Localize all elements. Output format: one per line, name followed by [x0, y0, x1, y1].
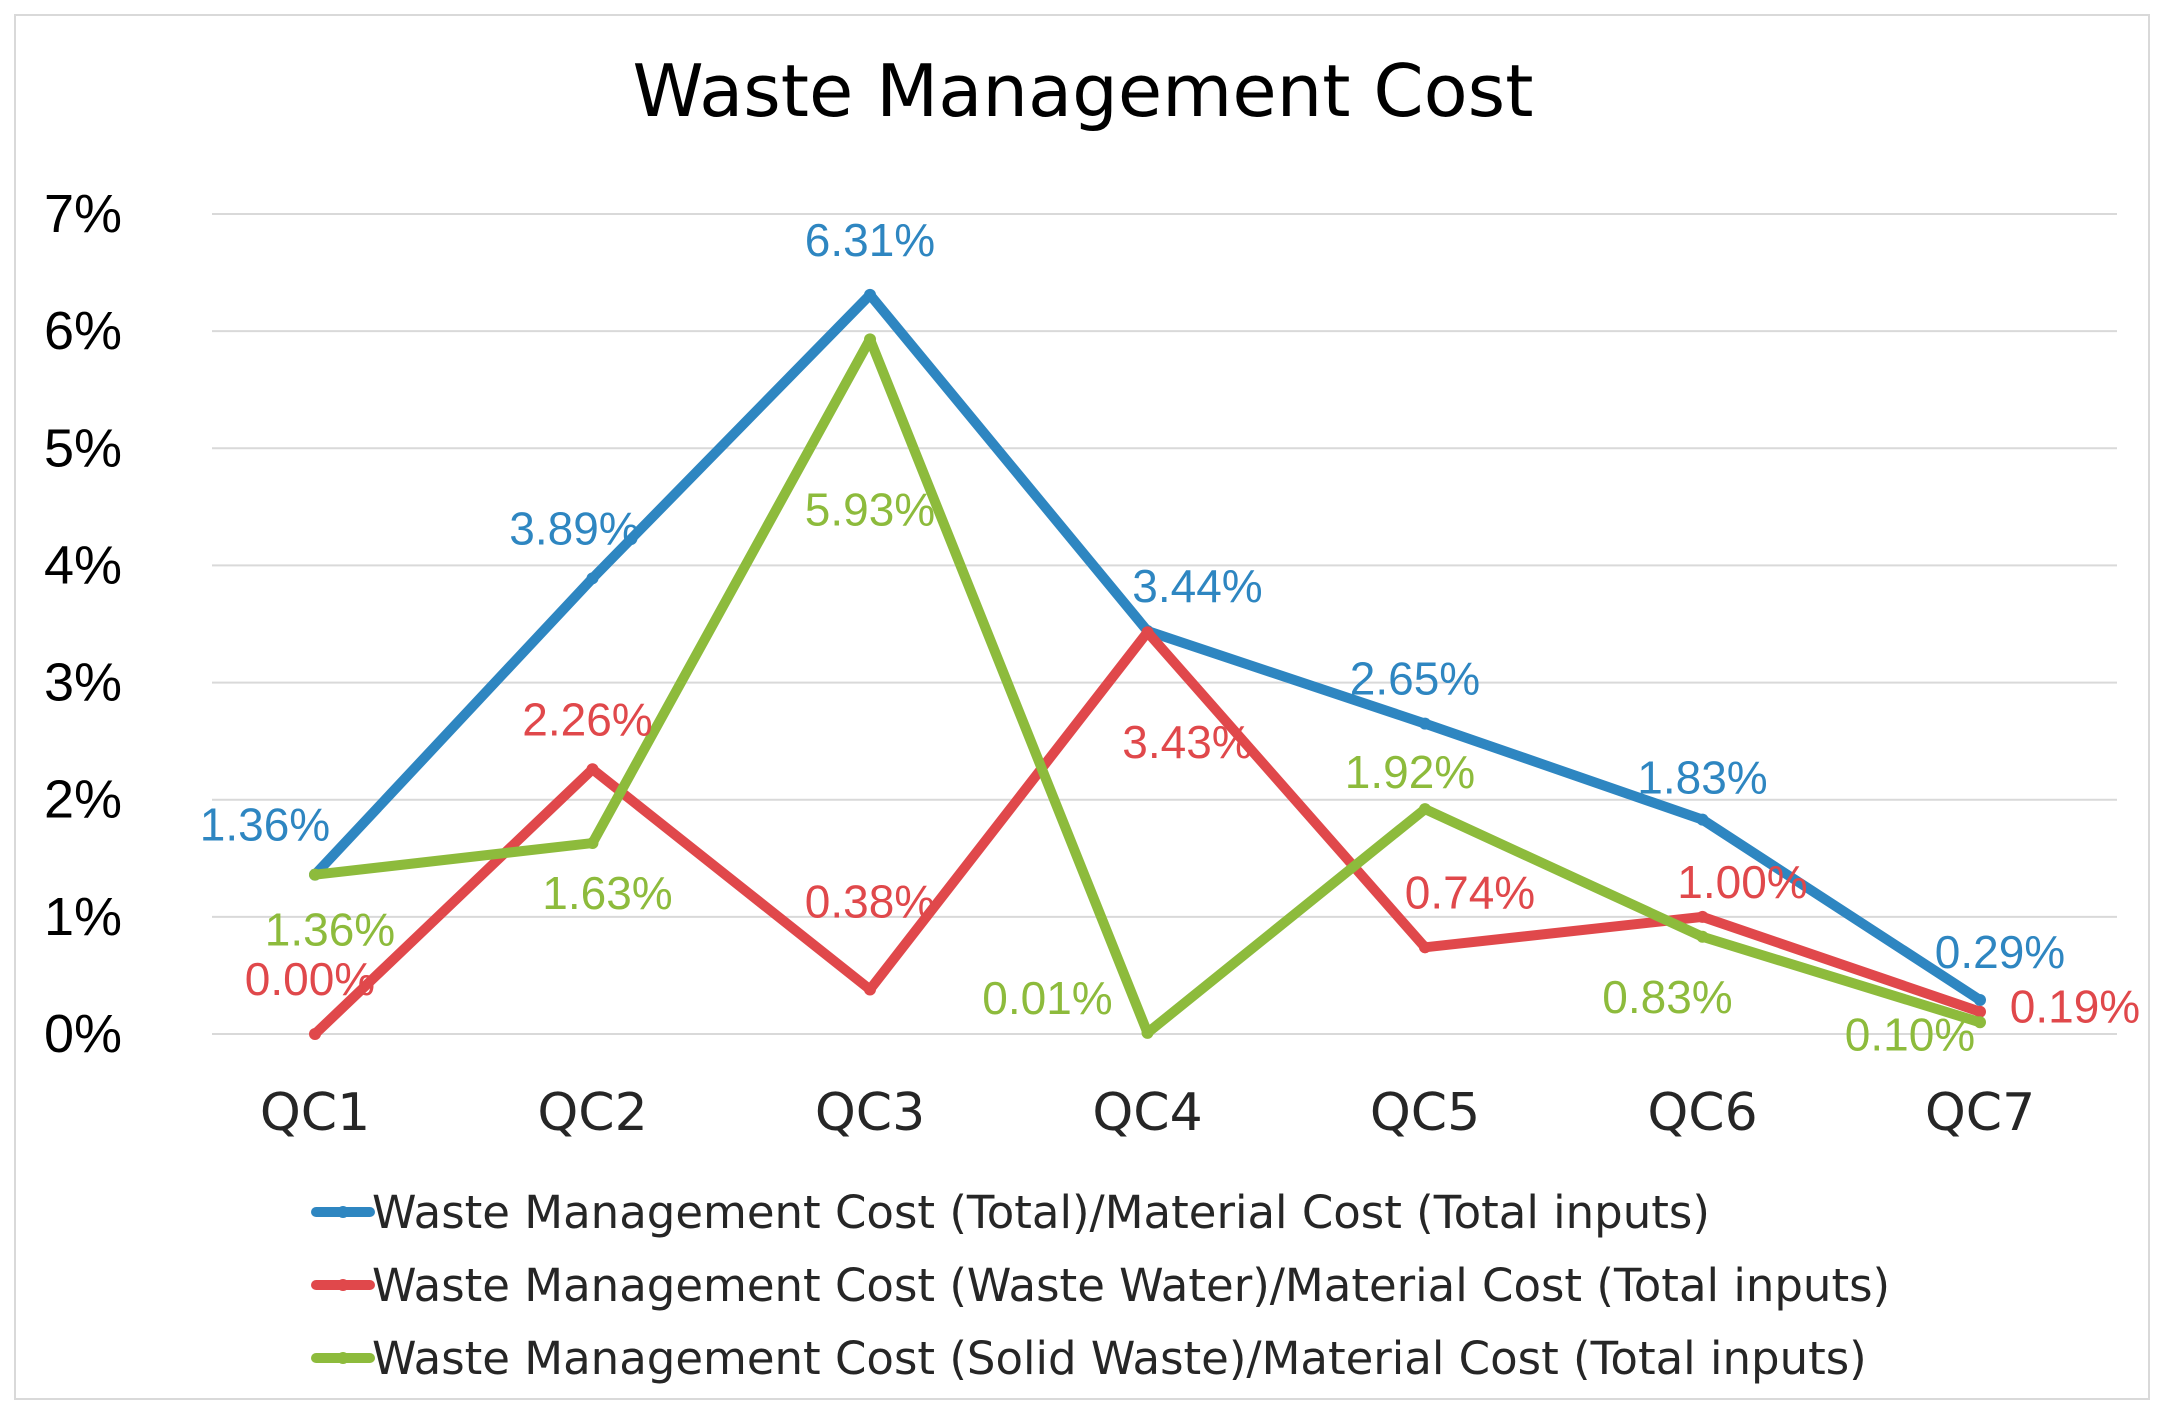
- data-label: 5.93%: [805, 483, 935, 535]
- data-point: [1696, 813, 1709, 826]
- data-label: 0.19%: [2010, 981, 2140, 1033]
- data-point: [586, 837, 599, 850]
- data-point: [1696, 930, 1709, 943]
- x-tick-label: QC5: [1370, 1083, 1480, 1143]
- legend-marker: [337, 1279, 349, 1291]
- data-label: 3.89%: [509, 502, 639, 554]
- data-label: 1.36%: [200, 799, 330, 851]
- data-labels: 1.36% 3.89% 6.31% 3.44% 2.65% 1.83% 0.29% 0.00%…: [200, 214, 2140, 1060]
- data-label: 0.29%: [1935, 926, 2065, 978]
- data-point: [586, 572, 599, 585]
- data-label: 0.10%: [1845, 1008, 1975, 1060]
- x-axis-ticks: QC1 QC2 QC3 QC4 QC5 QC6 QC7: [260, 1083, 2035, 1143]
- data-label: 0.83%: [1602, 971, 1732, 1023]
- legend-marker: [337, 1352, 349, 1364]
- y-tick-label: 1%: [44, 887, 122, 947]
- data-label: 1.92%: [1345, 746, 1475, 798]
- data-point: [1974, 1005, 1986, 1018]
- x-tick-label: QC7: [1925, 1083, 2035, 1143]
- gridlines: [212, 213, 2117, 1035]
- legend-label-3: Waste Management Cost (Solid Waste)/Mate…: [372, 1332, 1867, 1385]
- data-label: 3.44%: [1132, 560, 1262, 612]
- data-label: 6.31%: [805, 214, 935, 266]
- data-label: 3.43%: [1122, 716, 1252, 768]
- x-tick-label: QC6: [1647, 1083, 1757, 1143]
- data-point: [1974, 1016, 1986, 1029]
- data-label: 1.36%: [265, 904, 395, 956]
- data-label: 1.00%: [1677, 856, 1807, 908]
- y-tick-label: 0%: [44, 1004, 122, 1064]
- legend: Waste Management Cost (Total)/Material C…: [311, 1186, 1890, 1385]
- data-label: 2.26%: [522, 693, 652, 745]
- legend-label-2: Waste Management Cost (Waste Water)/Mate…: [372, 1259, 1890, 1312]
- data-point: [1974, 994, 1986, 1007]
- data-label: 1.63%: [542, 867, 672, 919]
- data-label: 0.01%: [982, 972, 1112, 1024]
- y-tick-label: 7%: [44, 184, 122, 244]
- data-label: 0.74%: [1405, 866, 1535, 918]
- data-point: [1419, 717, 1431, 730]
- y-tick-label: 4%: [44, 535, 122, 595]
- data-label: 0.38%: [805, 875, 935, 927]
- data-point: [1419, 941, 1431, 954]
- legend-marker: [337, 1206, 349, 1218]
- data-point: [586, 763, 599, 776]
- y-tick-label: 3%: [44, 653, 122, 713]
- data-point: [864, 288, 876, 301]
- y-tick-label: 6%: [44, 301, 122, 361]
- x-tick-label: QC2: [537, 1083, 647, 1143]
- data-label: 0.00%: [245, 953, 375, 1005]
- data-point: [864, 333, 876, 346]
- data-point: [1696, 910, 1709, 923]
- data-point: [1419, 803, 1431, 816]
- series-lines: [309, 288, 1986, 1040]
- legend-label-1: Waste Management Cost (Total)/Material C…: [372, 1186, 1710, 1239]
- x-tick-label: QC4: [1092, 1083, 1202, 1143]
- y-tick-label: 2%: [44, 770, 122, 830]
- data-point: [1141, 626, 1154, 639]
- chart-frame: [14, 14, 2150, 1400]
- y-tick-label: 5%: [44, 418, 122, 478]
- data-point: [309, 868, 321, 881]
- chart-title: Waste Management Cost: [633, 49, 1534, 133]
- data-point: [1141, 1026, 1154, 1039]
- x-tick-label: QC1: [260, 1083, 370, 1143]
- x-tick-label: QC3: [815, 1083, 925, 1143]
- data-point: [864, 983, 876, 996]
- data-point: [309, 1028, 321, 1040]
- data-label: 2.65%: [1350, 653, 1480, 705]
- data-label: 1.83%: [1637, 752, 1767, 804]
- y-axis-ticks: 0% 1% 2% 3% 4% 5% 6% 7%: [44, 184, 122, 1064]
